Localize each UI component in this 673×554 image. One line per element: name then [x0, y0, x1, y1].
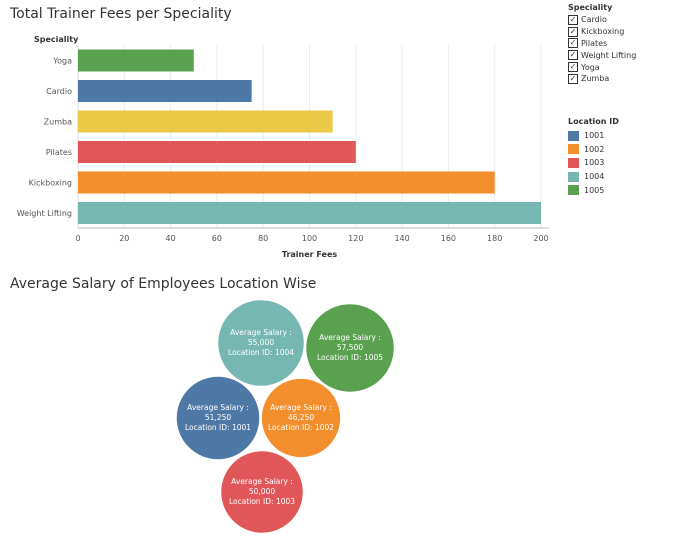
legend-item-label: 1005 [584, 185, 605, 195]
legend-title: Location ID [568, 117, 619, 126]
checkbox[interactable]: ✓ [568, 14, 578, 25]
x-tick-label: 20 [119, 234, 129, 243]
bubble-location-1005 [304, 302, 396, 394]
filter-item-label: Zumba [581, 74, 610, 84]
y-tick-label: Cardio [46, 87, 72, 96]
bubble-salary-value: 46,250 [288, 413, 314, 422]
x-tick-label: 200 [533, 234, 548, 243]
bar-weight-lifting [78, 202, 541, 224]
x-axis-title: Trainer Fees [282, 250, 338, 259]
bubble-location-label: Location ID: 1005 [317, 353, 383, 362]
checkbox[interactable]: ✓ [568, 26, 578, 37]
checkbox[interactable]: ✓ [568, 38, 578, 49]
y-tick-label: Yoga [52, 57, 72, 66]
bubble-salary-value: 51,250 [205, 413, 231, 422]
bubble-location-1003 [219, 449, 305, 535]
bubble-measure-label: Average Salary : [187, 403, 249, 412]
filter-item-label: Cardio [581, 15, 607, 25]
filter-item-zumba[interactable]: ✓ Zumba [568, 73, 636, 85]
filter-item-label: Pilates [581, 38, 608, 48]
x-tick-label: 100 [302, 234, 317, 243]
bar-cardio [78, 80, 252, 102]
legend-item-1003[interactable]: 1003 [568, 156, 619, 170]
location-legend: Location ID 1001 1002 1003 1004 1005 [568, 117, 619, 197]
bubble-salary-value: 57,500 [337, 343, 363, 352]
filter-item-kickboxing[interactable]: ✓ Kickboxing [568, 26, 636, 38]
legend-item-1005[interactable]: 1005 [568, 183, 619, 197]
filter-item-pilates[interactable]: ✓ Pilates [568, 38, 636, 50]
speciality-filter: Speciality ✓ Cardio ✓ Kickboxing ✓ Pilates ✓ We… [568, 3, 636, 85]
filter-item-label: Yoga [581, 62, 600, 72]
x-tick-label: 0 [75, 234, 80, 243]
filter-item-weight-lifting[interactable]: ✓ Weight Lifting [568, 49, 636, 61]
bubble-location-label: Location ID: 1001 [185, 423, 251, 432]
x-tick-label: 120 [348, 234, 363, 243]
bar-chart-title: Total Trainer Fees per Speciality [10, 6, 232, 22]
x-tick-label: 80 [258, 234, 268, 243]
legend-item-1001[interactable]: 1001 [568, 129, 619, 143]
bubble-location-1001 [175, 375, 261, 461]
bar-zumba [78, 110, 333, 133]
checkbox[interactable]: ✓ [568, 50, 578, 61]
y-tick-label: Pilates [46, 148, 72, 157]
y-tick-label: Kickboxing [29, 179, 72, 188]
x-tick-label: 160 [441, 234, 456, 243]
legend-item-1002[interactable]: 1002 [568, 143, 619, 157]
legend-swatch [568, 130, 579, 141]
bubble-location-label: Location ID: 1003 [229, 497, 295, 506]
y-tick-label: Zumba [44, 118, 72, 127]
y-axis-title: Speciality [34, 35, 79, 44]
x-tick-label: 40 [166, 234, 176, 243]
filter-item-label: Weight Lifting [581, 50, 637, 60]
y-tick-label: Weight Lifting [17, 209, 72, 218]
legend-swatch [568, 171, 579, 182]
x-tick-label: 60 [212, 234, 222, 243]
bubble-location-1002 [260, 377, 342, 459]
checkbox[interactable]: ✓ [568, 73, 578, 84]
bubble-measure-label: Average Salary : [231, 477, 293, 486]
filter-item-label: Kickboxing [581, 27, 625, 37]
legend-item-1004[interactable]: 1004 [568, 170, 619, 184]
bubble-measure-label: Average Salary : [270, 403, 332, 412]
legend-item-label: 1002 [584, 144, 605, 154]
x-tick-label: 140 [394, 234, 409, 243]
bubble-chart-title: Average Salary of Employees Location Wis… [10, 276, 317, 292]
bubble-salary-value: 55,000 [248, 338, 274, 347]
filter-item-cardio[interactable]: ✓ Cardio [568, 14, 636, 26]
bubble-location-1004 [216, 298, 306, 388]
filter-item-yoga[interactable]: ✓ Yoga [568, 61, 636, 73]
filter-title: Speciality [568, 3, 613, 12]
bubble-location-label: Location ID: 1002 [268, 423, 334, 432]
bubble-location-label: Location ID: 1004 [228, 348, 294, 357]
legend-item-label: 1003 [584, 158, 605, 168]
legend-item-label: 1004 [584, 172, 605, 182]
bar-yoga [78, 49, 194, 72]
legend-item-label: 1001 [584, 131, 605, 141]
x-tick-label: 180 [487, 234, 502, 243]
bar-kickboxing [78, 171, 495, 194]
bubble-measure-label: Average Salary : [230, 328, 292, 337]
legend-swatch [568, 157, 579, 168]
legend-swatch [568, 144, 579, 155]
legend-swatch [568, 185, 579, 196]
bar-pilates [78, 141, 356, 163]
bubble-measure-label: Average Salary : [319, 333, 381, 342]
checkbox[interactable]: ✓ [568, 62, 578, 73]
bubble-salary-value: 50,000 [249, 487, 275, 496]
